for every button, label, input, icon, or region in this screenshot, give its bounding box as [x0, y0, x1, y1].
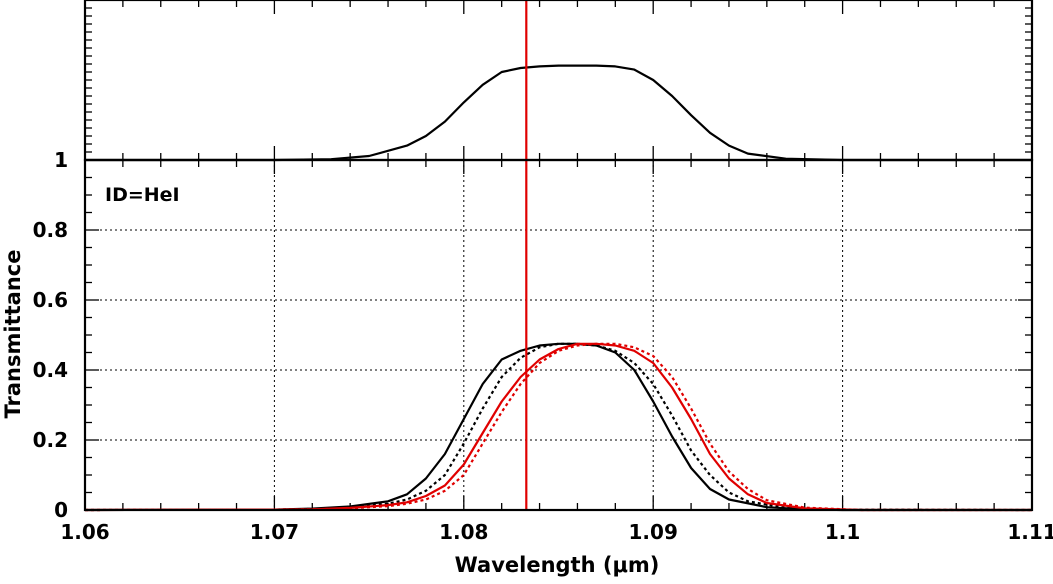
y-tick-label: 0.4 — [33, 358, 68, 382]
y-tick-label: 0.8 — [33, 218, 68, 242]
bottom-series-2-line — [84, 342, 1033, 512]
y-tick-label: 1 — [54, 148, 68, 172]
x-tick-label: 1.08 — [439, 520, 488, 544]
y-tick-label: 0 — [54, 498, 68, 522]
bottom-panel — [83, 158, 1034, 512]
top-panel — [83, 0, 1034, 162]
top-y-tick-label: 1 — [54, 148, 68, 172]
x-axis-label: Wavelength (μm) — [455, 553, 660, 577]
bottom-series-1-line — [84, 342, 1032, 512]
y-axis-label: Transmittance — [1, 250, 25, 419]
x-tick-label: 1.1 — [825, 520, 860, 544]
top-series-1-line — [85, 64, 1032, 162]
top-panel-frame — [83, 0, 1034, 162]
bottom-series-3-line — [84, 342, 1032, 512]
y-tick-label: 0.2 — [33, 428, 68, 452]
x-tick-label: 1.11 — [1007, 520, 1053, 544]
bottom-panel-frame — [83, 158, 1034, 512]
x-tick-label: 1.06 — [60, 520, 109, 544]
bottom-series-4-line — [84, 342, 1032, 512]
x-tick-label: 1.09 — [629, 520, 678, 544]
y-tick-label: 0.6 — [33, 288, 68, 312]
legend-text: ID=HeI — [105, 184, 180, 206]
x-tick-label: 1.07 — [250, 520, 299, 544]
